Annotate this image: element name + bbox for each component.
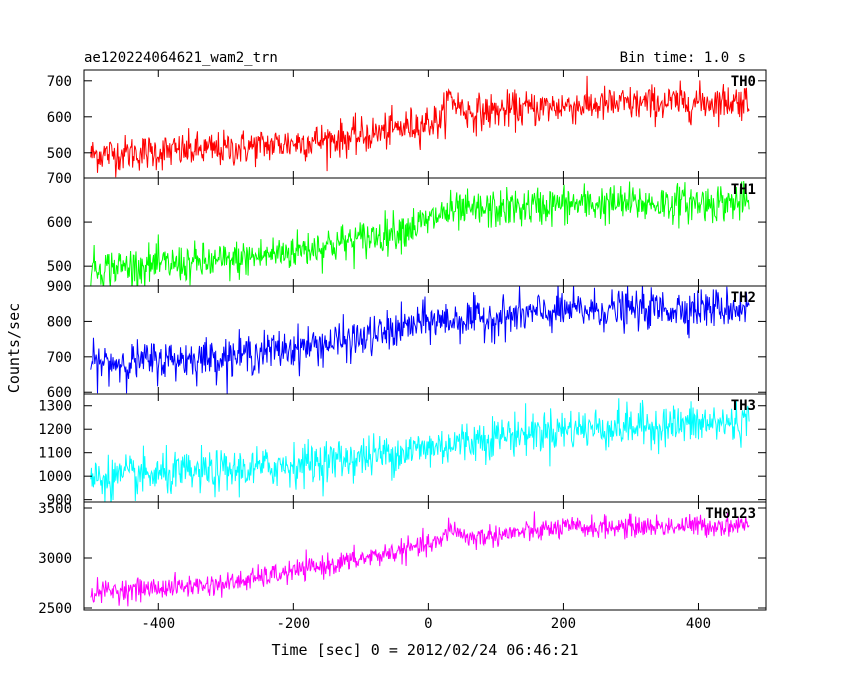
panel-label-th0: TH0 xyxy=(731,74,756,90)
y-tick-label-th0: 600 xyxy=(47,110,72,126)
panel-label-th0123: TH0123 xyxy=(705,506,756,522)
panel-label-th3: TH3 xyxy=(731,398,756,414)
x-tick-label: 200 xyxy=(551,616,576,632)
panel-label-th1: TH1 xyxy=(731,182,756,198)
y-tick-label-th0123: 3000 xyxy=(38,551,72,567)
y-tick-label-th1: 700 xyxy=(47,171,72,187)
x-tick-label: 0 xyxy=(424,616,432,632)
series-th0-line xyxy=(90,75,750,178)
y-tick-label-th1: 500 xyxy=(47,259,72,275)
series-th3-line xyxy=(90,398,750,502)
chart-title: ae120224064621_wam2_trn xyxy=(84,50,278,66)
y-tick-label-th0: 700 xyxy=(47,74,72,90)
y-tick-label-th0: 500 xyxy=(47,146,72,162)
x-tick-label: 400 xyxy=(686,616,711,632)
y-axis-title: Counts/sec xyxy=(5,303,23,393)
bin-time-label: Bin time: 1.0 s xyxy=(620,50,746,66)
y-tick-label-th1: 600 xyxy=(47,215,72,231)
y-tick-label-th0123: 2500 xyxy=(38,601,72,617)
x-tick-label: -200 xyxy=(276,616,310,632)
x-axis-title: Time [sec] 0 = 2012/02/24 06:46:21 xyxy=(271,641,578,659)
y-tick-label-th2: 600 xyxy=(47,385,72,401)
y-tick-label-th3: 1000 xyxy=(38,469,72,485)
series-th0123-line xyxy=(90,511,750,607)
y-tick-label-th2: 700 xyxy=(47,350,72,366)
y-tick-label-th3: 1100 xyxy=(38,446,72,462)
series-th2-line xyxy=(90,286,750,394)
y-tick-label-th2: 800 xyxy=(47,314,72,330)
panel-label-th2: TH2 xyxy=(731,290,756,306)
y-tick-label-th2: 900 xyxy=(47,279,72,295)
panel-th0123-frame xyxy=(83,501,767,611)
y-tick-label-th3: 900 xyxy=(47,493,72,509)
y-tick-label-th3: 1300 xyxy=(38,399,72,415)
y-tick-label-th0123: 3500 xyxy=(38,501,72,517)
panels-group: 500 600 700 TH0 500 600 700 TH1 600 700 800 900 TH2 9… xyxy=(38,69,767,632)
series-th1-line xyxy=(90,181,750,286)
x-tick-label: -400 xyxy=(141,616,175,632)
y-tick-label-th3: 1200 xyxy=(38,422,72,438)
